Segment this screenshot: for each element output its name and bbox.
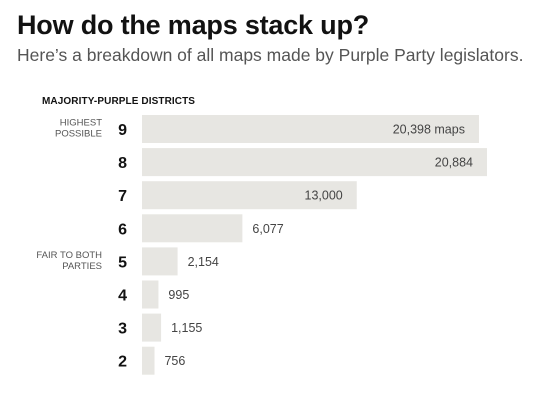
category-label-9: 9 [118,122,127,139]
category-label-3: 3 [118,321,127,338]
bar-2 [142,346,155,375]
category-label-5: 5 [118,254,127,271]
category-label-4: 4 [118,288,127,305]
annotation-5-line-1: PARTIES [62,261,102,272]
bar-9 [142,115,479,143]
bar-4 [142,280,159,309]
bar-3 [142,313,162,342]
value-label-3: 1,155 [171,321,202,335]
value-label-5: 2,154 [188,255,219,269]
value-label-8: 20,884 [435,156,473,170]
value-label-4: 995 [168,288,189,302]
value-label-6: 6,077 [252,222,283,236]
annotation-5-line-0: FAIR TO BOTH [36,250,102,261]
bar-7 [142,181,357,210]
bar-8 [142,148,487,177]
bar-5 [142,247,178,276]
value-label-7: 13,000 [305,189,343,203]
category-label-2: 2 [118,354,127,371]
value-label-2: 756 [164,354,185,368]
bar-6 [142,214,243,243]
category-label-7: 7 [118,188,127,205]
value-label-9: 20,398 maps [393,123,465,137]
chart-title: How do the maps stack up? [17,10,370,40]
category-label-6: 6 [118,221,127,238]
y-axis-label: MAJORITY-PURPLE DISTRICTS [42,96,196,107]
category-label-8: 8 [118,155,127,172]
chart-subtitle: Here’s a breakdown of all maps made by P… [17,45,524,65]
annotation-9-line-0: HIGHEST [60,118,102,129]
annotation-9-line-1: POSSIBLE [55,129,102,140]
